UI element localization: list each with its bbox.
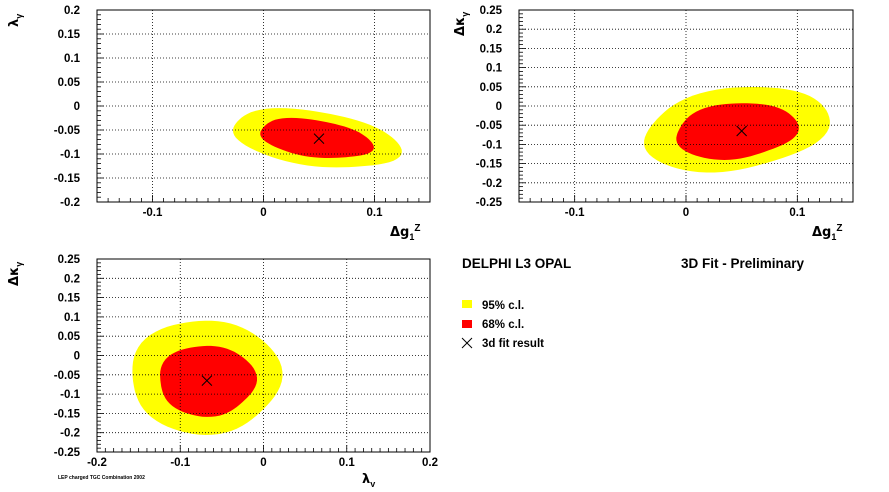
footer-note: LEP charged TGC Combination 2002: [58, 475, 145, 481]
y-tick-label: 0.05: [480, 82, 503, 94]
y-tick-label: 0.15: [58, 293, 81, 305]
y-tick-label: -0.2: [60, 197, 80, 209]
x-tick-label: 0: [683, 207, 689, 219]
y-tick-label: 0.1: [64, 53, 81, 65]
y-tick-label: -0.15: [54, 173, 81, 185]
legend-subtitle: 3D Fit - Preliminary: [681, 256, 805, 271]
x-tick-label: 0.1: [789, 207, 806, 219]
legend-label-fit: 3d fit result: [482, 338, 544, 350]
y-tick-label: 0.1: [486, 63, 503, 75]
y-axis-label: Δκγ: [453, 12, 470, 36]
y-tick-label: 0.1: [64, 312, 81, 324]
x-axis-label: λγ: [362, 472, 375, 487]
y-tick-label: -0.05: [476, 120, 503, 132]
y-tick-label: 0.15: [480, 43, 503, 55]
x-tick-label: 0.1: [367, 207, 384, 219]
best-fit-marker: [313, 133, 325, 144]
x-tick-label: 0.2: [422, 457, 438, 469]
y-tick-label: 0.25: [480, 5, 503, 17]
legend-label-95: 95% c.l.: [482, 300, 524, 312]
legend-label-68: 68% c.l.: [482, 319, 524, 331]
y-tick-label: 0: [74, 101, 80, 113]
legend-title: DELPHI L3 OPAL: [462, 256, 571, 271]
x-tick-label: 0.1: [339, 457, 356, 469]
y-tick-label: 0.05: [58, 331, 81, 343]
x-tick-label: -0.2: [87, 457, 107, 469]
y-tick-label: 0.2: [486, 24, 502, 36]
legend-cross-icon: [461, 337, 473, 349]
contour-68: [260, 117, 374, 158]
best-fit-marker: [736, 125, 748, 137]
x-tick-label: 0: [260, 207, 266, 219]
best-fit-marker: [201, 375, 213, 386]
panel-3: -0.2 -0.1 0 0.1 0.2 -0.25 -0.2 -0.15 -0.1 -0.05 0 0…: [7, 254, 438, 489]
y-tick-label: -0.25: [476, 197, 503, 209]
panel-1: -0.1 0 0.1 -0.2 -0.15 -0.1 -0.05 0 0.05 0.1 0.15 0.…: [7, 5, 431, 242]
y-tick-label: 0: [496, 101, 502, 113]
legend: DELPHI L3 OPAL 3D Fit - Preliminary 95% …: [461, 256, 805, 350]
contour-68: [676, 103, 799, 160]
legend-swatch-68: [462, 320, 472, 328]
x-tick-label: -0.1: [143, 207, 163, 219]
y-tick-label: -0.15: [476, 159, 503, 171]
y-tick-label: 0.05: [58, 77, 81, 89]
y-tick-label: -0.05: [54, 125, 81, 137]
y-tick-label: -0.2: [482, 178, 502, 190]
y-tick-label: -0.2: [60, 428, 80, 440]
y-tick-label: -0.25: [54, 447, 81, 459]
y-tick-label: 0.2: [64, 5, 80, 17]
x-tick-label: -0.1: [565, 207, 585, 219]
y-tick-label: 0: [74, 351, 80, 363]
x-tick-label: -0.1: [170, 457, 190, 469]
y-tick-label: 0.15: [58, 29, 81, 41]
x-axis-label: Δg1Z: [812, 223, 843, 242]
y-axis-label: Δκγ: [7, 262, 24, 286]
y-tick-label: -0.1: [60, 389, 80, 401]
y-tick-label: -0.1: [60, 149, 80, 161]
y-tick-label: -0.1: [482, 139, 502, 151]
y-tick-label: 0.25: [58, 254, 81, 266]
y-tick-label: 0.2: [64, 273, 80, 285]
x-tick-label: 0: [260, 457, 266, 469]
y-tick-label: -0.05: [54, 370, 81, 382]
y-axis-label: λγ: [7, 14, 24, 27]
legend-swatch-95: [462, 300, 472, 308]
y-tick-label: -0.15: [54, 408, 81, 420]
contour-68: [160, 345, 257, 417]
x-axis-label: Δg1Z: [390, 223, 421, 242]
panel-2: -0.1 0 0.1 -0.25 -0.2 -0.15 -0.1 -0.05 0 0.05 0.1 0…: [453, 5, 854, 242]
